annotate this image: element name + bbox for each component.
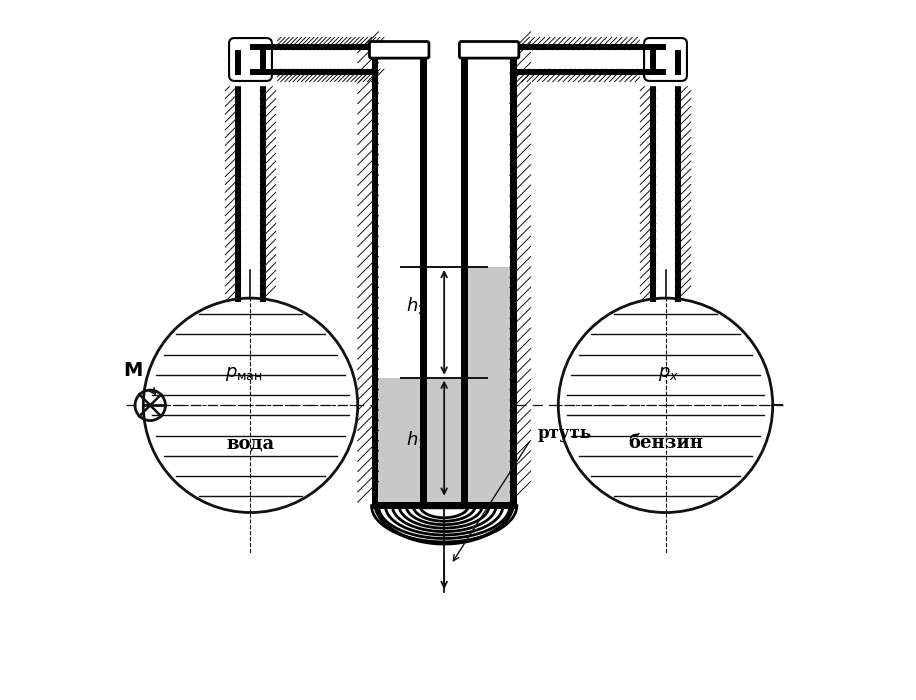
Text: ртуть: ртуть (538, 424, 592, 442)
Bar (420, 52, 427, 502)
FancyBboxPatch shape (369, 41, 429, 58)
Bar (372, 50, 378, 52)
Bar (260, 60, 267, 302)
Bar (510, 52, 517, 502)
Bar (260, 53, 372, 66)
Bar (250, 69, 372, 76)
Bar (241, 50, 260, 302)
Bar (372, 50, 427, 52)
Bar (372, 502, 517, 509)
Bar (250, 43, 372, 50)
Text: $h_1$: $h_1$ (407, 429, 427, 450)
Bar (420, 50, 427, 52)
FancyBboxPatch shape (229, 38, 272, 81)
Bar (468, 267, 510, 378)
Bar (675, 50, 682, 76)
Bar (675, 60, 682, 302)
Text: $p_{\rm ман}$: $p_{\rm ман}$ (224, 365, 263, 383)
Bar (656, 50, 675, 302)
FancyBboxPatch shape (460, 41, 518, 58)
Bar (510, 50, 517, 52)
Bar (462, 50, 517, 52)
Bar (234, 60, 241, 302)
Text: $p_{x}$: $p_{x}$ (659, 365, 680, 383)
Bar (234, 50, 241, 76)
Bar (378, 378, 510, 502)
Bar (372, 52, 378, 502)
Bar (517, 50, 656, 69)
Bar (420, 52, 427, 502)
Bar (468, 52, 510, 267)
Text: $h_2$: $h_2$ (407, 295, 427, 316)
Bar (462, 52, 468, 502)
Bar (260, 50, 372, 69)
Bar (517, 69, 666, 76)
Bar (462, 52, 468, 502)
Text: вода: вода (226, 435, 275, 452)
Bar (260, 50, 267, 76)
Text: M: M (124, 361, 143, 380)
Bar (517, 53, 656, 66)
Bar (649, 60, 656, 302)
Bar (378, 52, 420, 378)
Bar (517, 43, 666, 50)
Text: бензин: бензин (628, 435, 703, 452)
FancyBboxPatch shape (644, 38, 687, 81)
Bar (649, 50, 656, 76)
Bar (462, 50, 468, 52)
